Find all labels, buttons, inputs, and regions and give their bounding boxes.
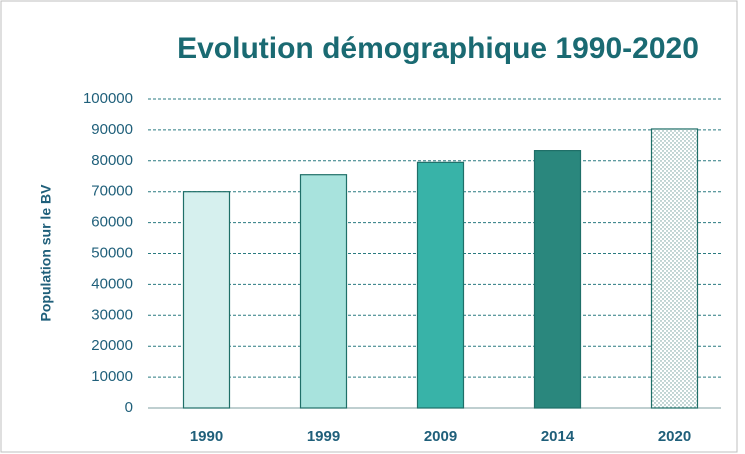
y-tick-label: 10000 [91, 368, 133, 385]
x-tick-label: 2014 [541, 428, 575, 445]
y-axis-label: Population sur le BV [38, 184, 54, 322]
x-tick-label: 2020 [658, 428, 691, 445]
y-tick-label: 80000 [91, 152, 133, 169]
bar [416, 161, 465, 409]
y-tick-label: 0 [125, 399, 133, 416]
y-tick-label: 20000 [91, 337, 133, 354]
y-tick-label: 60000 [91, 214, 133, 231]
x-tick-label: 1999 [307, 428, 340, 445]
y-tick-label: 30000 [91, 306, 133, 323]
y-tick-label: 100000 [83, 90, 133, 107]
bar [299, 174, 348, 409]
bar [182, 191, 231, 409]
y-tick-label: 70000 [91, 183, 133, 200]
bar [533, 150, 582, 409]
chart-title: Evolution démographique 1990-2020 [177, 32, 699, 65]
y-tick-label: 50000 [91, 244, 133, 261]
x-tick-label: 2009 [424, 428, 457, 445]
y-tick-label: 90000 [91, 121, 133, 138]
y-tick-label: 40000 [91, 275, 133, 292]
bar [650, 128, 699, 409]
x-tick-label: 1990 [190, 428, 223, 445]
